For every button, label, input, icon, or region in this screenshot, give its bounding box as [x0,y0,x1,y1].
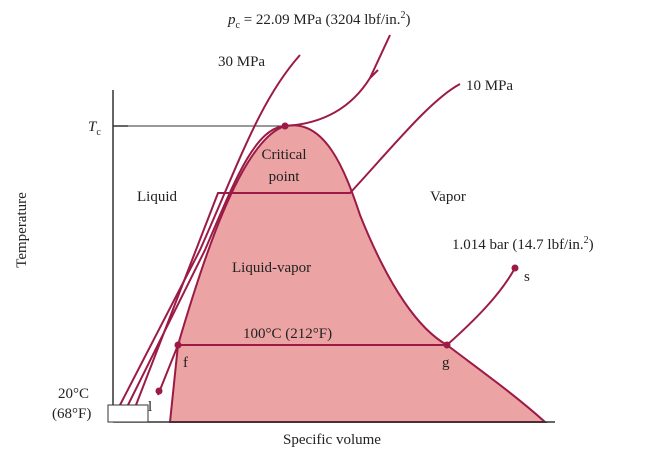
start-label: 20°C [58,386,89,402]
start-label: (68°F) [52,406,91,422]
sat-label: 100°C (212°F) [243,326,332,342]
start-box [107,404,149,423]
isobar-pc-leader [369,34,391,79]
point-s [511,264,519,272]
mixture-label: Liquid-vapor [232,260,311,276]
isobar-30 [119,54,301,406]
vapor-label: Vapor [430,189,466,205]
critical-point-dot [281,122,289,130]
s-label: s [524,269,530,285]
x-axis-label: Specific volume [283,432,381,448]
liquid-label: Liquid [137,189,177,205]
isobar-10 [135,83,461,406]
g-label: g [442,355,450,371]
f-label: f [183,355,188,371]
isobar-30-label: 30 MPa [218,54,265,70]
critical-label: point [269,169,301,185]
dome [168,124,548,423]
point-f [174,341,182,349]
point-l [155,387,163,395]
point-g [443,341,451,349]
tc-label: Tc [88,119,101,138]
atm-label: 1.014 bar (14.7 lbf/in.2) [452,235,594,253]
critical-label: Critical [262,147,307,163]
y-axis-label: Temperature [14,192,30,268]
l-label: l [148,399,152,415]
isobar-10-label: 10 MPa [466,78,513,94]
pc-label: pc = 22.09 MPa (3204 lbf/in.2) [227,10,411,31]
